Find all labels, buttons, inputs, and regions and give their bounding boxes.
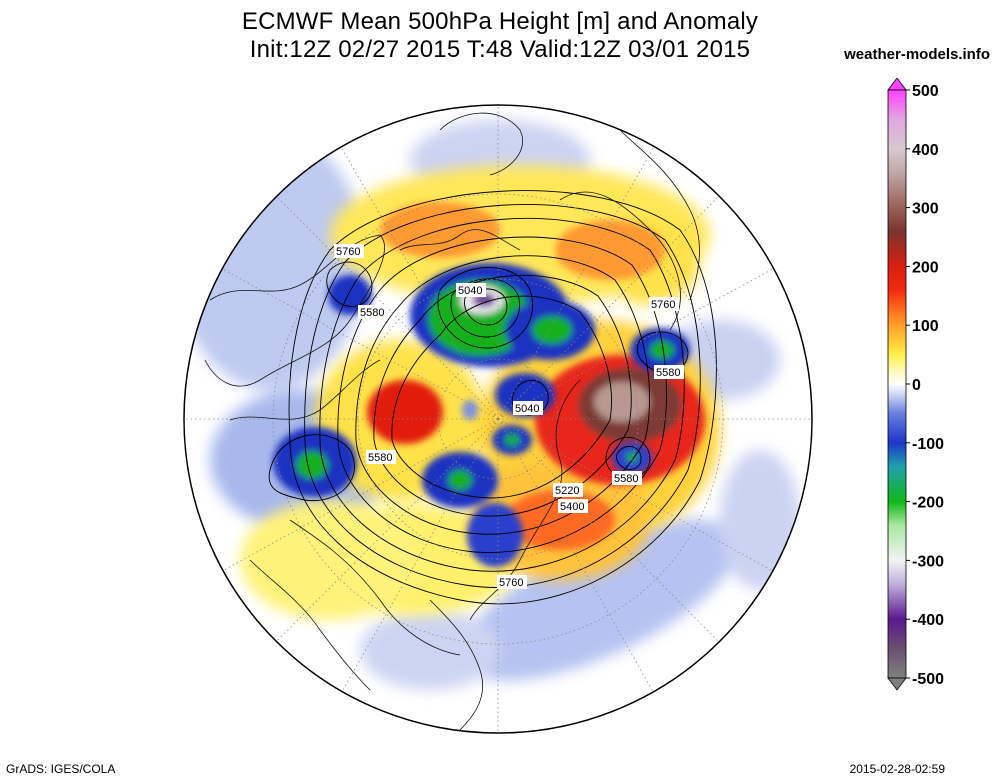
contour-label-group: 5760 5580 5040 5580 5760 5580 5040 5580 … bbox=[334, 244, 684, 589]
contour-label: 5760 bbox=[336, 246, 360, 258]
colorbar-tick-label: -100 bbox=[912, 436, 944, 453]
colorbar-labels: 500 400 300 200 100 0 -100 -200 -300 -400 -500 bbox=[906, 83, 944, 688]
colorbar-top-arrow bbox=[887, 78, 907, 91]
contour-label: 5220 bbox=[555, 485, 579, 497]
contour-label: 5580 bbox=[368, 452, 392, 464]
contour-label: 5760 bbox=[499, 577, 523, 589]
map-border bbox=[183, 104, 813, 734]
credit-label: GrADS: IGES/COLA bbox=[6, 762, 116, 776]
colorbar-gradient bbox=[887, 89, 907, 679]
colorbar-tick-label: -300 bbox=[912, 553, 944, 570]
brand-label: weather-models.info bbox=[844, 46, 990, 63]
height-contours bbox=[268, 190, 717, 605]
contour-label: 5040 bbox=[515, 403, 539, 415]
colorbar-tick-label: 400 bbox=[912, 142, 939, 159]
title-line-1: ECMWF Mean 500hPa Height [m] and Anomaly bbox=[241, 8, 759, 35]
contour-label: 5760 bbox=[651, 299, 675, 311]
coastlines bbox=[204, 112, 700, 733]
contour-label: 5580 bbox=[614, 473, 638, 485]
contour-label: 5580 bbox=[360, 307, 384, 319]
colorbar-tick-label: 0 bbox=[912, 377, 921, 394]
timestamp-label: 2015-02-28-02:59 bbox=[849, 762, 945, 776]
map-title: ECMWF Mean 500hPa Height [m] and Anomaly… bbox=[150, 8, 850, 64]
colorbar-tick-label: 100 bbox=[912, 318, 939, 335]
contour-label: 5400 bbox=[560, 501, 584, 513]
colorbar-tick-label: 200 bbox=[912, 259, 939, 276]
colorbar-tick-label: -400 bbox=[912, 612, 944, 629]
colorbar-tick-label: -200 bbox=[912, 495, 944, 512]
colorbar-bottom-arrow bbox=[887, 677, 907, 691]
title-line-2: Init:12Z 02/27 2015 T:48 Valid:12Z 03/01… bbox=[249, 36, 751, 63]
polar-map: 5760 5580 5040 5580 5760 5580 5040 5580 … bbox=[183, 104, 813, 734]
anomaly-field bbox=[184, 105, 812, 733]
colorbar-tick-label: 500 bbox=[912, 83, 939, 100]
colorbar-tick-label: 300 bbox=[912, 201, 939, 218]
contour-label: 5580 bbox=[656, 367, 680, 379]
colorbar-tick-label: -500 bbox=[912, 671, 944, 688]
contour-label: 5040 bbox=[458, 285, 482, 297]
colorbar: 500 400 300 200 100 0 -100 -200 -300 -400 -500 bbox=[887, 78, 944, 691]
